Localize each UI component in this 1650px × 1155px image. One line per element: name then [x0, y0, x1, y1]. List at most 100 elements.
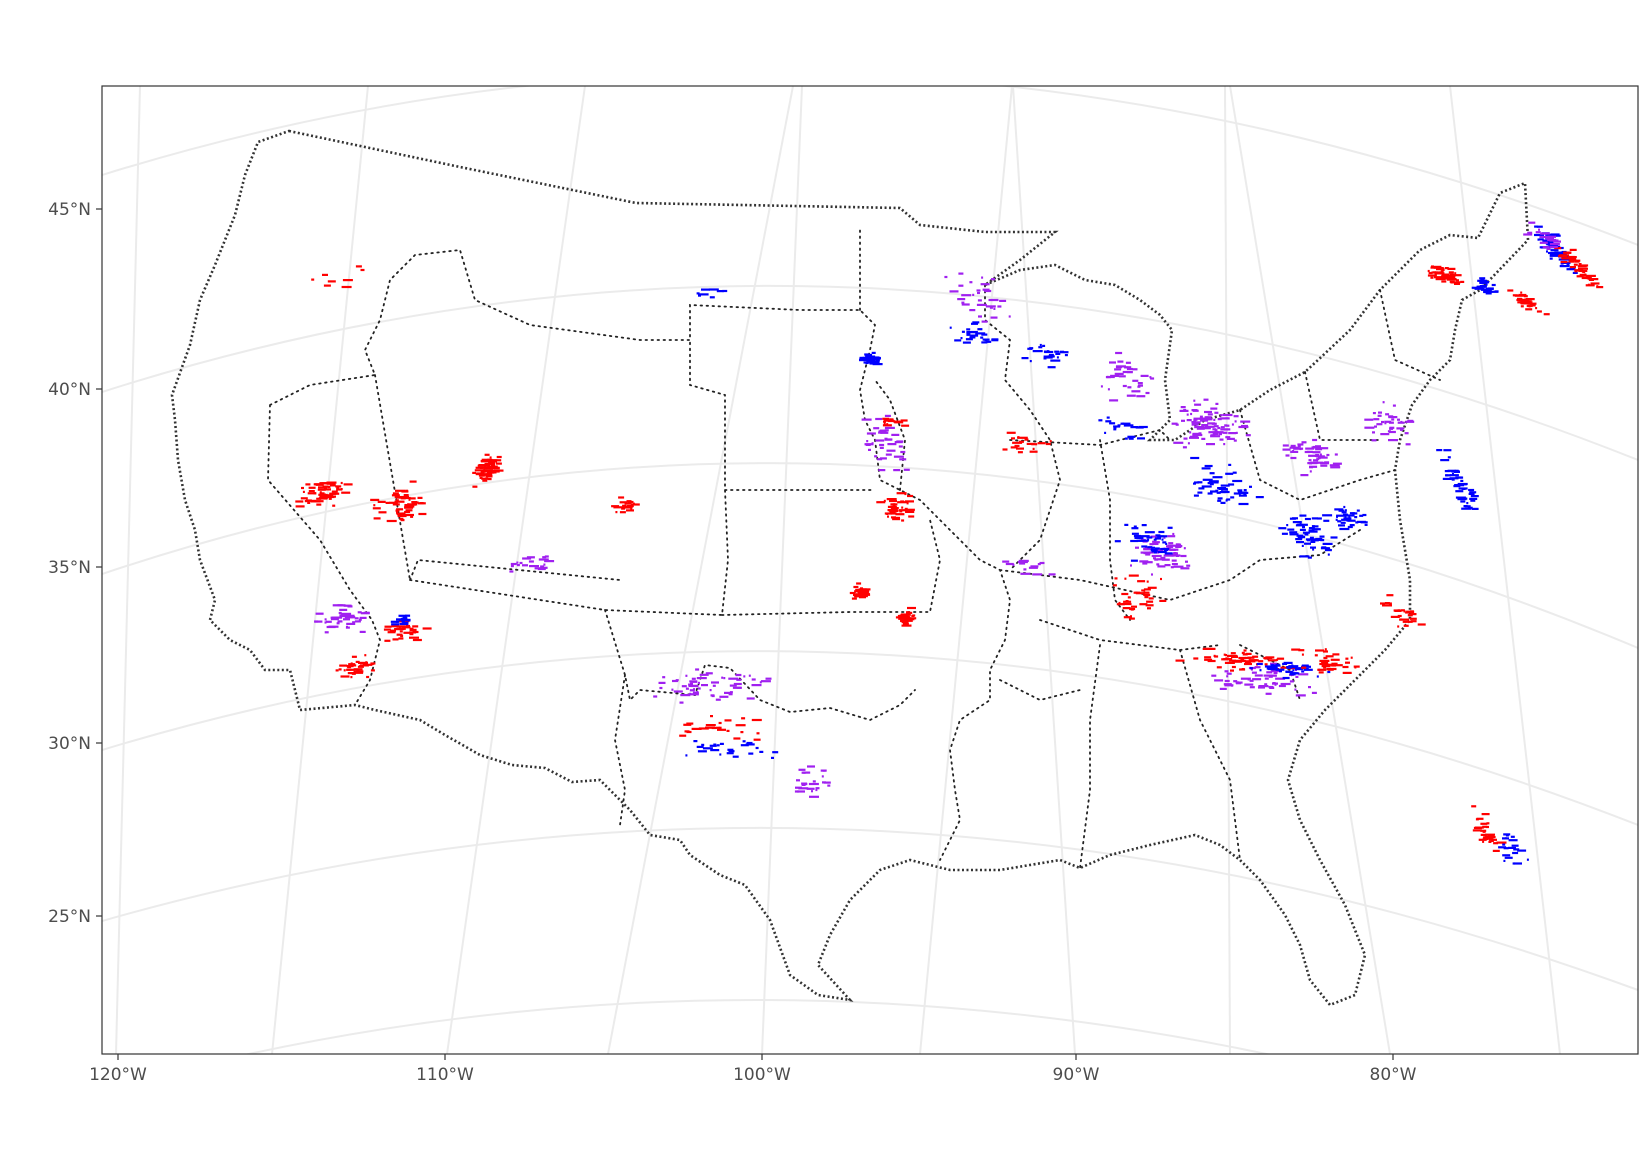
purple-point	[685, 687, 689, 690]
red-point	[409, 633, 414, 636]
red-point	[1554, 247, 1562, 250]
purple-point	[1309, 465, 1318, 468]
purple-point	[1285, 454, 1290, 457]
red-point	[77, 457, 83, 459]
blue-point	[1039, 343, 1042, 347]
red-point	[1581, 276, 1592, 280]
purple-point	[1186, 419, 1192, 422]
blue-point	[1266, 667, 1270, 670]
purple-point	[1212, 428, 1217, 431]
red-point	[898, 617, 907, 620]
red-point	[478, 464, 488, 467]
red-point	[1402, 620, 1413, 623]
red-point	[347, 665, 352, 669]
red-point	[1485, 833, 1495, 836]
red-point	[472, 471, 477, 474]
blue-point	[1292, 521, 1302, 524]
red-point	[1527, 302, 1537, 305]
blue-point	[1220, 501, 1226, 504]
red-point	[626, 500, 632, 503]
purple-point	[733, 682, 742, 686]
blue-point	[1044, 350, 1054, 354]
blue-point	[1534, 225, 1539, 228]
blue-point	[740, 744, 749, 747]
red-point	[332, 504, 336, 507]
blue-point	[1470, 499, 1476, 502]
purple-point	[1388, 439, 1398, 442]
purple-point	[346, 622, 356, 625]
purple-point	[794, 790, 799, 793]
blue-point	[1344, 515, 1347, 518]
purple-point	[1226, 675, 1229, 678]
purple-point	[982, 288, 990, 291]
blue-point	[701, 288, 710, 291]
blue-point	[1546, 250, 1548, 253]
red-point	[893, 516, 900, 519]
blue-point	[1275, 668, 1285, 671]
blue-point	[1461, 507, 1472, 510]
red-point	[1319, 662, 1329, 666]
purple-point	[343, 618, 350, 621]
purple-point	[360, 612, 370, 615]
purple-point	[1539, 241, 1548, 244]
purple-point	[696, 691, 699, 694]
red-point	[1327, 667, 1334, 671]
purple-point	[1546, 247, 1551, 250]
purple-point	[861, 418, 872, 421]
red-point	[854, 590, 861, 593]
purple-point	[976, 303, 987, 306]
purple-point	[1528, 221, 1536, 224]
blue-point	[1295, 524, 1304, 527]
blue-point	[1029, 347, 1034, 350]
purple-point	[887, 443, 897, 446]
blue-point	[1055, 352, 1061, 355]
blue-point	[1302, 531, 1310, 534]
red-point	[343, 483, 353, 486]
blue-point	[391, 623, 400, 626]
red-point	[1231, 655, 1238, 658]
red-point	[66, 461, 68, 463]
red-point	[1277, 657, 1285, 660]
red-point	[1460, 280, 1465, 283]
purple-point	[1182, 446, 1187, 449]
red-point	[491, 459, 502, 462]
purple-point	[1305, 447, 1315, 450]
red-point	[1579, 273, 1587, 276]
purple-point	[1114, 368, 1122, 371]
red-point	[1139, 603, 1148, 606]
red-point	[64, 453, 67, 455]
red-point	[69, 465, 74, 467]
purple-point	[325, 620, 332, 623]
blue-point	[1296, 534, 1304, 537]
blue-point	[982, 338, 990, 341]
purple-point	[751, 684, 762, 687]
parallel-30n	[102, 650, 1638, 826]
blue-point	[1289, 673, 1296, 676]
red-point	[1324, 663, 1333, 666]
blue-point	[1550, 249, 1559, 252]
parallel-45n	[102, 86, 1638, 246]
red-point	[409, 480, 417, 483]
meridian-75w	[1449, 86, 1561, 1054]
purple-point	[347, 605, 353, 608]
blue-point	[1301, 544, 1304, 547]
blue-point	[1167, 526, 1173, 529]
blue-point	[1359, 514, 1364, 517]
red-point	[68, 453, 76, 455]
purple-point	[1249, 679, 1254, 682]
purple-point	[1377, 414, 1382, 417]
blue-point	[1131, 532, 1139, 535]
purple-point	[1183, 437, 1188, 440]
purple-point	[1388, 430, 1396, 434]
red-point	[883, 422, 886, 425]
purple-point	[1168, 542, 1174, 545]
blue-point	[1104, 431, 1107, 434]
purple-point	[1231, 684, 1233, 687]
purple-point	[1546, 237, 1551, 240]
red-point	[1397, 625, 1400, 628]
blue-point	[1310, 546, 1316, 549]
red-point	[1475, 818, 1479, 821]
blue-point	[1304, 542, 1311, 545]
red-point	[710, 715, 713, 718]
red-point	[417, 496, 423, 499]
